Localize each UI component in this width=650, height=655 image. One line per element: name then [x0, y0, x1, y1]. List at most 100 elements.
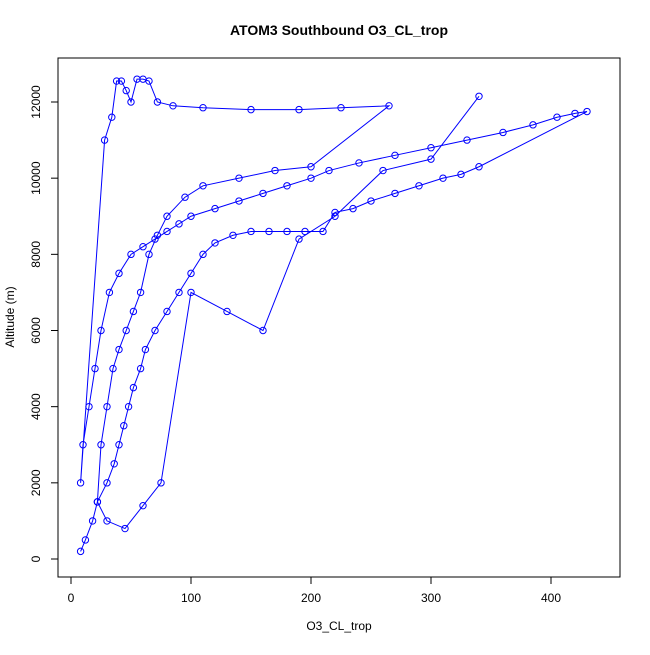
data-point [93, 498, 102, 506]
data-point [181, 193, 189, 201]
data-point [153, 98, 162, 106]
data-point [199, 104, 207, 112]
data-point [129, 307, 138, 316]
data-point [337, 104, 345, 112]
data-point [91, 364, 99, 373]
data-point [583, 107, 591, 116]
data-point [415, 182, 423, 190]
data-point [463, 136, 471, 144]
data-point [117, 77, 126, 85]
data-point [325, 166, 333, 175]
data-point [169, 102, 177, 110]
data-point [235, 197, 243, 205]
y-axis: 0 2000 4000 6000 8000 10000 12000 [29, 85, 59, 562]
data-point [283, 182, 291, 190]
y-tick-label: 12000 [29, 85, 43, 119]
data-point [301, 227, 309, 236]
data-point [319, 227, 327, 236]
chart-title: ATOM3 Southbound O3_CL_trop [230, 22, 448, 38]
data-point [379, 166, 387, 175]
data-point [229, 231, 237, 239]
x-axis-label: O3_CL_trop [306, 619, 372, 633]
y-axis-label: Altitude (m) [3, 286, 17, 347]
plot-frame [57, 57, 621, 578]
data-point [307, 163, 315, 171]
data-point [115, 441, 123, 449]
data-point [307, 174, 315, 182]
data-point [391, 189, 399, 198]
data-point [100, 136, 109, 144]
data-point [139, 501, 147, 510]
data-point [76, 479, 85, 487]
data-point [211, 204, 219, 213]
data-point [136, 364, 145, 373]
series-lines [80, 78, 588, 552]
data-point [331, 208, 339, 217]
data-point [127, 98, 135, 106]
data-point [223, 307, 231, 316]
data-point [247, 227, 255, 236]
data-point [499, 128, 507, 137]
data-point [115, 345, 123, 354]
y-tick-label: 4000 [29, 393, 43, 420]
data-point [141, 345, 150, 354]
data-point [235, 174, 243, 182]
series-points [76, 75, 591, 556]
data-point [427, 144, 435, 152]
data-point [187, 269, 195, 278]
data-point [457, 170, 465, 179]
data-point [391, 151, 399, 160]
data-point [385, 102, 393, 110]
x-tick-label: 300 [421, 591, 441, 605]
data-point [187, 288, 195, 297]
data-point [127, 250, 135, 259]
y-tick-label: 0 [29, 555, 43, 562]
x-axis: 0 100 200 300 400 [68, 576, 561, 605]
data-point [105, 288, 114, 297]
data-point [247, 105, 255, 114]
data-point [367, 197, 375, 205]
data-point [331, 212, 339, 220]
data-point [355, 159, 363, 167]
data-point [85, 402, 93, 411]
x-tick-label: 100 [181, 591, 201, 605]
x-tick-label: 0 [68, 591, 75, 605]
data-point [103, 479, 111, 487]
data-point [151, 235, 159, 243]
data-point [175, 288, 183, 297]
data-point [295, 105, 303, 114]
data-point [529, 121, 537, 129]
y-tick-label: 2000 [29, 469, 43, 496]
data-point [271, 166, 279, 175]
data-point [97, 326, 105, 335]
data-point [163, 212, 171, 220]
data-point [88, 517, 97, 525]
x-tick-label: 400 [541, 591, 561, 605]
data-point [122, 86, 130, 95]
data-point [157, 479, 165, 487]
data-point [103, 517, 111, 525]
y-tick-label: 10000 [29, 161, 43, 195]
data-point [283, 227, 291, 236]
data-point [475, 92, 483, 100]
data-point [153, 231, 162, 239]
data-point [79, 441, 87, 449]
data-point [109, 364, 117, 373]
data-point [553, 113, 561, 121]
data-point [163, 227, 171, 236]
data-point [115, 269, 123, 278]
data-point [120, 422, 128, 430]
data-point [108, 113, 116, 121]
data-point [349, 204, 357, 213]
data-point [103, 402, 111, 411]
data-point [81, 536, 90, 544]
data-point [571, 109, 579, 118]
data-point [163, 307, 171, 316]
series-line [80, 78, 588, 552]
data-point [122, 326, 130, 335]
x-tick-label: 200 [301, 591, 321, 605]
data-point [187, 212, 195, 220]
data-point [211, 239, 219, 247]
